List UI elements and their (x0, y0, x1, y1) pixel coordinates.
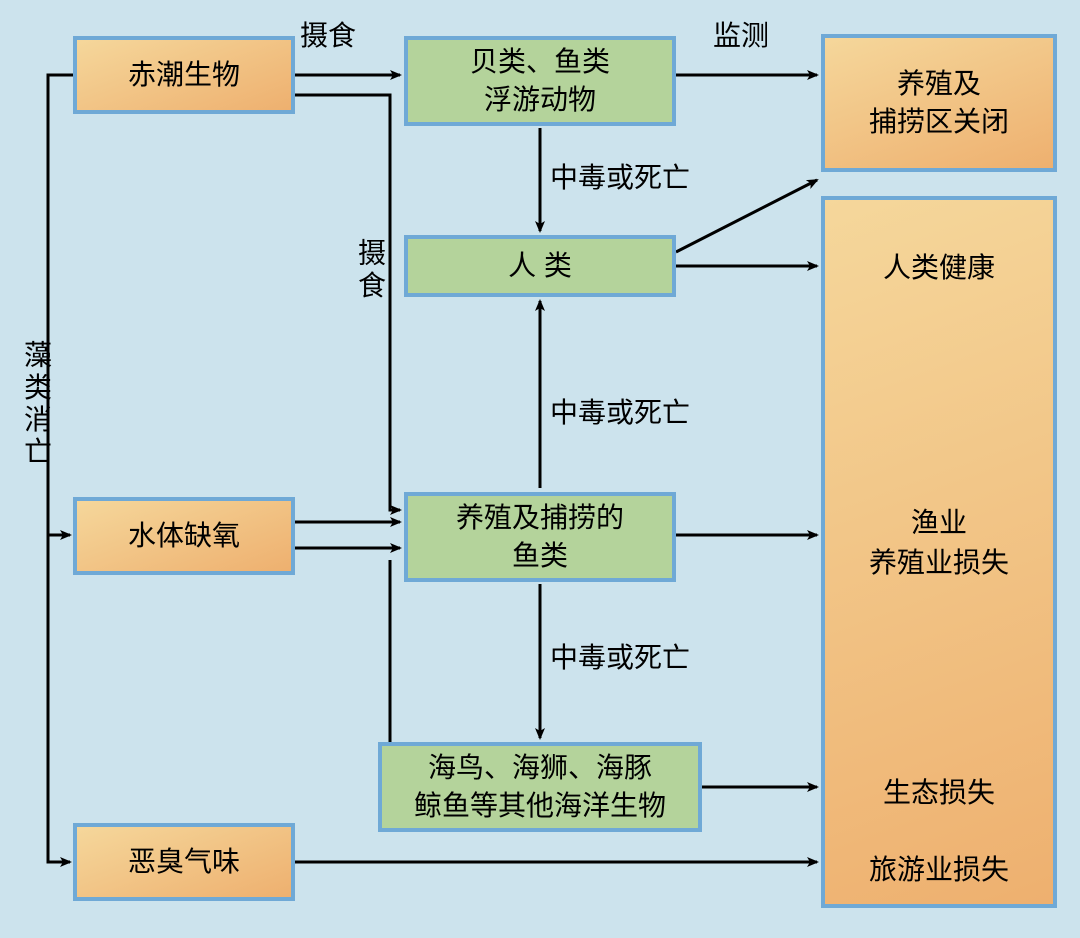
impact-line-l4-text: 生态损失 (883, 777, 995, 808)
node-humans-label: 人 类 (508, 247, 572, 285)
vlabel-algae_die-text: 藻类消亡 (21, 340, 52, 469)
node-closure: 养殖及 捕捞区关闭 (821, 34, 1057, 172)
impact-line-l4: 生态损失 (821, 775, 1057, 810)
impact-line-l3: 养殖业损失 (821, 545, 1057, 580)
node-shellfish: 贝类、鱼类 浮游动物 (404, 36, 676, 126)
impact-line-l5: 旅游业损失 (821, 852, 1057, 887)
hlabel-poison3: 中毒或死亡 (550, 640, 690, 675)
hlabel-poison1-text: 中毒或死亡 (550, 162, 690, 193)
node-hypoxia-label: 水体缺氧 (128, 517, 240, 555)
node-farmfish: 养殖及捕捞的 鱼类 (404, 492, 676, 582)
hlabel-poison2-text: 中毒或死亡 (550, 397, 690, 428)
flowchart-canvas: 赤潮生物水体缺氧恶臭气味 贝类、鱼类 浮游动物人 类养殖及捕捞的 鱼类海鸟、海狮、… (0, 0, 1080, 938)
node-redtide-label: 赤潮生物 (128, 56, 240, 94)
impact-line-l5-text: 旅游业损失 (869, 854, 1009, 885)
node-wildlife: 海鸟、海狮、海豚 鲸鱼等其他海洋生物 (378, 742, 702, 832)
node-odor: 恶臭气味 (73, 823, 295, 901)
vlabel-algae_die: 藻类消亡 (16, 340, 56, 469)
impact-line-l1: 人类健康 (821, 250, 1057, 285)
hlabel-monitor: 监测 (713, 18, 769, 53)
hlabel-poison3-text: 中毒或死亡 (550, 642, 690, 673)
vlabel-ingest_v: 摄食 (350, 238, 390, 302)
node-farmfish-label: 养殖及捕捞的 鱼类 (456, 499, 624, 575)
hlabel-ingest_h: 摄食 (300, 18, 356, 53)
node-hypoxia: 水体缺氧 (73, 497, 295, 575)
node-odor-label: 恶臭气味 (128, 843, 240, 881)
node-humans: 人 类 (404, 235, 676, 297)
node-closure-label: 养殖及 捕捞区关闭 (869, 65, 1009, 141)
impact-line-l1-text: 人类健康 (883, 252, 995, 283)
hlabel-poison2: 中毒或死亡 (550, 395, 690, 430)
hlabel-poison1: 中毒或死亡 (550, 160, 690, 195)
hlabel-monitor-text: 监测 (713, 20, 769, 51)
node-shellfish-label: 贝类、鱼类 浮游动物 (470, 43, 610, 119)
vlabel-ingest_v-text: 摄食 (355, 238, 386, 302)
node-wildlife-label: 海鸟、海狮、海豚 鲸鱼等其他海洋生物 (414, 749, 666, 825)
hlabel-ingest_h-text: 摄食 (300, 20, 356, 51)
node-redtide: 赤潮生物 (73, 36, 295, 114)
impact-line-l2-text: 渔业 (911, 507, 967, 538)
impact-line-l2: 渔业 (821, 505, 1057, 540)
impact-line-l3-text: 养殖业损失 (869, 547, 1009, 578)
